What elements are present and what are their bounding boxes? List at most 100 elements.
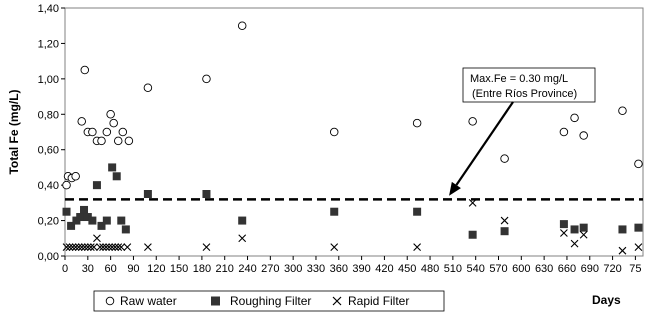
raw-water-point [329,127,339,137]
x-tick-label: 450 [398,263,416,275]
raw-water-point [113,136,123,146]
roughing-filter-point [238,216,247,225]
roughing-filter-point [117,216,126,225]
rapid-filter-point [108,243,117,252]
annotation-arrow [455,101,514,186]
raw-water-point [237,21,247,30]
x-tick-label: 720 [603,263,621,275]
roughing-filter-point [121,225,130,234]
x-tick-label: 420 [375,263,393,275]
roughing-filter-point [330,207,339,216]
roughing-filter-point [102,216,111,225]
data-marks [62,21,643,255]
roughing-filter-point [143,190,152,198]
raw-water-point [97,136,106,146]
annotation: Max.Fe = 0.30 mg/L (Entre Ríos Province) [449,67,596,196]
legend-raw-water-marker [105,296,115,306]
rapid-filter-point [123,243,132,252]
x-tick-label: 540 [467,263,485,275]
y-tick-label: 1,00 [38,74,59,86]
raw-water-point [579,131,588,140]
x-tick-label: 690 [581,263,599,275]
x-tick-label: 660 [558,263,576,275]
y-tick-label: 1,40 [38,3,59,15]
rapid-filter-point [65,243,74,252]
legend: Raw water Roughing Filter Rapid Filter [93,290,445,312]
rapid-filter-point [238,234,247,243]
roughing-filter-point [97,221,106,230]
raw-water-point [468,117,477,126]
y-tick-label: 0,60 [38,145,59,157]
raw-water-point [570,113,579,123]
roughing-filter-point [112,172,121,181]
rapid-filter-point [560,229,568,237]
roughing-filter-point [634,223,643,232]
roughing-filter-point [83,213,92,222]
rapid-filter-point [74,243,83,252]
y-tick-label: 0,80 [38,109,59,121]
legend-roughing-filter-marker [211,296,220,306]
x-tick-label: 180 [193,263,211,275]
rapid-filter-point [77,243,86,252]
y-tick-label: 0,20 [38,216,59,228]
rapid-filter-point [144,243,152,252]
legend-roughing-filter-label: Roughing Filter [230,294,311,308]
y-tick-label: 0,00 [38,251,59,263]
annotation-line-2: (Entre Ríos Province) [472,88,577,100]
raw-water-point [202,74,211,84]
x-tick-label: 0 [62,263,68,275]
rapid-filter-point [111,243,120,252]
rapid-filter-point [117,243,126,252]
rapid-filter-point [83,243,92,252]
x-tick-label: 390 [352,263,370,275]
legend-raw-water-label: Raw water [120,294,177,308]
rapid-filter-point [413,243,422,252]
rapid-filter-point [330,243,339,252]
raw-water-point [71,172,80,181]
roughing-filter-point [618,225,627,234]
raw-water-point [500,154,509,163]
x-tick-label: 600 [512,263,530,275]
y-tick-label: 1,20 [38,38,59,50]
x-tick-label: 240 [238,263,256,275]
roughing-filter-point [413,207,422,216]
x-tick-label: 120 [147,263,165,275]
rapid-filter-point [579,230,588,239]
rapid-filter-point [93,234,101,243]
raw-water-point [559,127,569,137]
raw-water-point [109,118,118,128]
roughing-filter-point [559,220,568,229]
rapid-filter-point [68,243,77,252]
roughing-filter-point [570,225,579,234]
raw-water-point [124,136,134,146]
annotation-line-1: Max.Fe = 0.30 mg/L [470,73,568,85]
x-tick-label: 150 [170,263,188,275]
rapid-filter-point [634,243,643,252]
raw-water-point [106,110,115,119]
legend-box [93,290,445,312]
x-tick-label: 510 [444,263,462,275]
annotation-box [462,67,596,103]
rapid-filter-point [618,246,627,255]
rapid-filter-point [202,243,211,252]
x-tick-label: 330 [307,263,325,275]
plot-area [64,7,644,257]
raw-water-point [88,127,97,137]
x-tick-label: 90 [127,263,139,275]
x-tick-label: 270 [261,263,279,275]
rapid-filter-point [71,243,80,252]
x-tick-label: 360 [330,263,348,275]
roughing-filter-point [579,223,588,232]
roughing-filter-point [80,205,89,214]
rapid-filter-point [96,243,104,252]
annotation-arrowhead [449,181,461,196]
roughing-filter-point [62,207,71,216]
x-tick-label: 75 [629,263,641,275]
x-tick-label: 210 [216,263,234,275]
rapid-filter-point [570,239,579,248]
raw-water-point [62,180,71,190]
rapid-filter-point [102,243,110,252]
legend-rapid-filter-marker [332,296,342,306]
rapid-filter-point [500,216,509,225]
roughing-filter-point [202,190,211,198]
